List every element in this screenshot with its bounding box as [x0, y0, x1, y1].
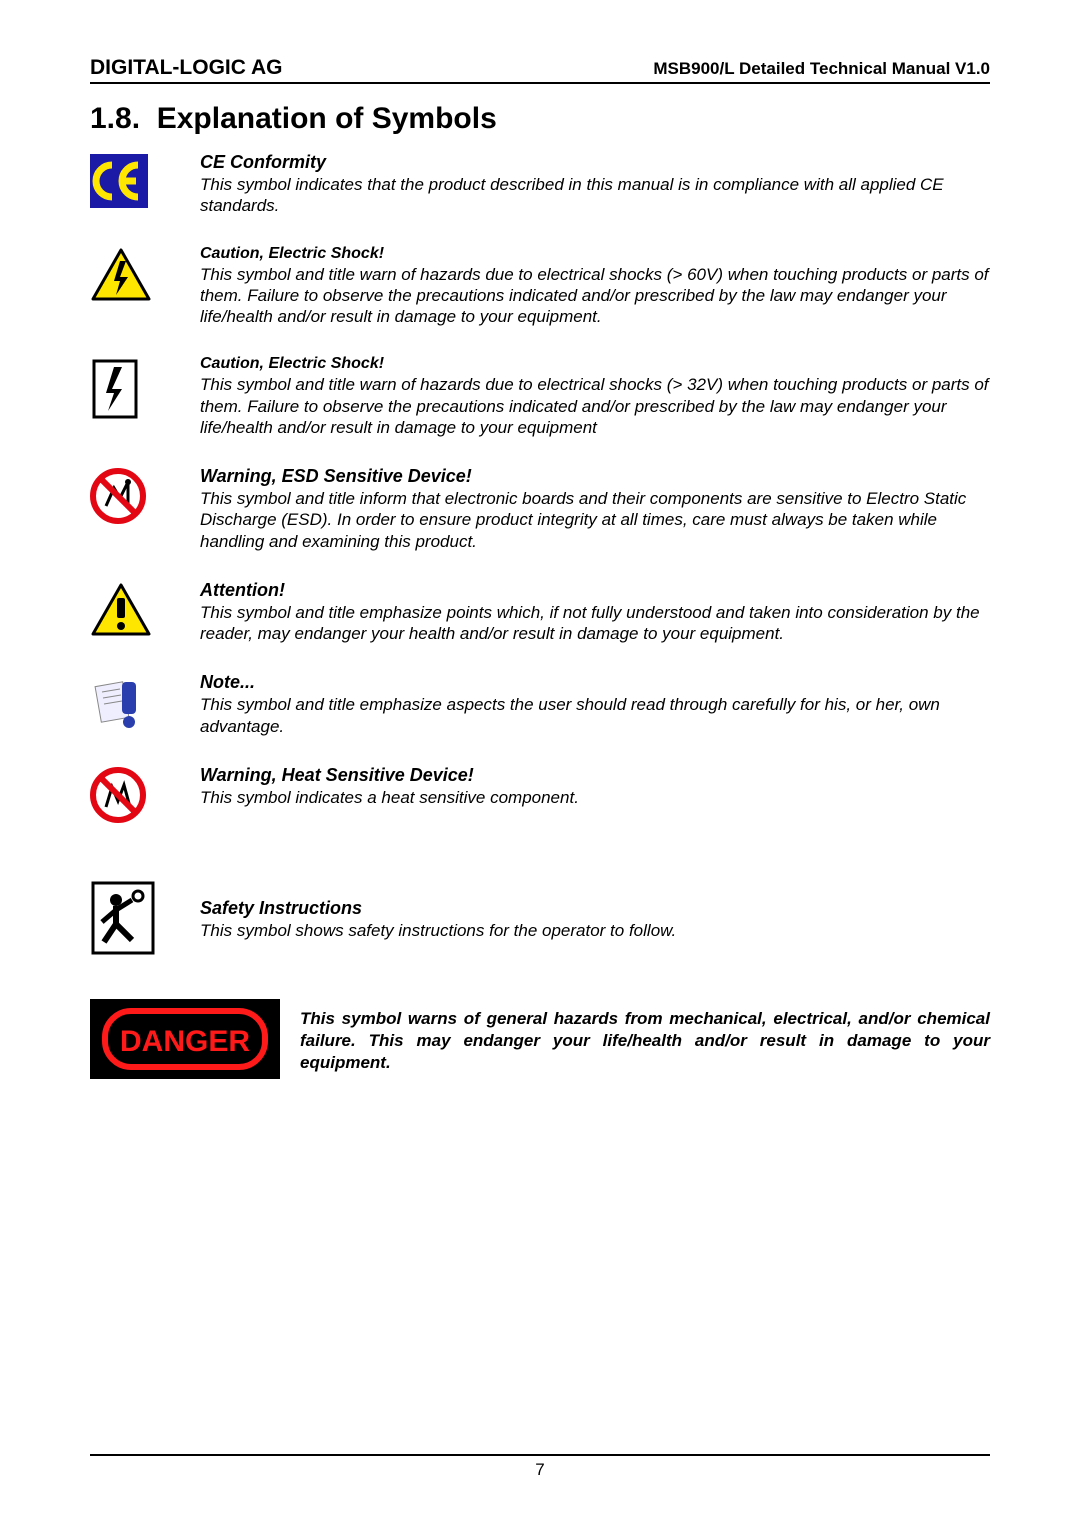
symbol-title: Note... — [200, 672, 990, 693]
note-icon — [90, 672, 200, 735]
header-doc-title: MSB900/L Detailed Technical Manual V1.0 — [653, 59, 990, 79]
symbol-body: This symbol shows safety instructions fo… — [200, 920, 990, 941]
symbol-block: Warning, ESD Sensitive Device!This symbo… — [90, 466, 990, 552]
attention-icon — [90, 580, 200, 643]
symbol-block: Note...This symbol and title emphasize a… — [90, 672, 990, 737]
symbol-body: This symbol and title inform that electr… — [200, 488, 990, 552]
symbol-body: This symbol and title warn of hazards du… — [200, 264, 990, 328]
symbols-list: CE ConformityThis symbol indicates that … — [90, 152, 990, 961]
symbol-title: CE Conformity — [200, 152, 990, 173]
page-number: 7 — [535, 1460, 544, 1479]
symbol-block: Caution, Electric Shock!This symbol and … — [90, 245, 990, 328]
symbol-block: CE ConformityThis symbol indicates that … — [90, 152, 990, 217]
symbol-title: Caution, Electric Shock! — [200, 245, 990, 263]
symbol-body: This symbol indicates a heat sensitive c… — [200, 787, 990, 808]
symbol-text: Safety InstructionsThis symbol shows saf… — [200, 898, 990, 941]
symbol-block: Safety InstructionsThis symbol shows saf… — [90, 878, 990, 961]
symbol-text: Attention!This symbol and title emphasiz… — [200, 580, 990, 645]
shock32-icon — [90, 355, 200, 426]
symbol-block: Warning, Heat Sensitive Device!This symb… — [90, 765, 990, 828]
ce-icon — [90, 152, 200, 213]
symbol-text: Caution, Electric Shock!This symbol and … — [200, 245, 990, 328]
symbol-title: Warning, Heat Sensitive Device! — [200, 765, 990, 786]
header-company: DIGITAL-LOGIC AG — [90, 56, 282, 80]
symbol-title: Safety Instructions — [200, 898, 990, 919]
symbol-text: Warning, ESD Sensitive Device!This symbo… — [200, 466, 990, 552]
symbol-text: Note...This symbol and title emphasize a… — [200, 672, 990, 737]
symbol-text: Warning, Heat Sensitive Device!This symb… — [200, 765, 990, 808]
symbol-body: This symbol and title warn of hazards du… — [200, 374, 990, 438]
danger-icon: DANGER — [90, 999, 280, 1084]
page-header: DIGITAL-LOGIC AG MSB900/L Detailed Techn… — [90, 56, 990, 84]
symbol-title: Warning, ESD Sensitive Device! — [200, 466, 990, 487]
symbol-title: Caution, Electric Shock! — [200, 355, 990, 373]
symbol-block: Caution, Electric Shock!This symbol and … — [90, 355, 990, 438]
esd-icon — [90, 466, 200, 529]
symbol-title: Attention! — [200, 580, 990, 601]
symbol-body: This symbol and title emphasize aspects … — [200, 694, 990, 737]
symbol-text: CE ConformityThis symbol indicates that … — [200, 152, 990, 217]
page-footer: 7 — [90, 1454, 990, 1480]
symbol-block: Attention!This symbol and title emphasiz… — [90, 580, 990, 645]
symbol-body: This symbol and title emphasize points w… — [200, 602, 990, 645]
symbol-text: Caution, Electric Shock!This symbol and … — [200, 355, 990, 438]
safety-icon — [90, 878, 200, 961]
heat-icon — [90, 765, 200, 828]
section-title: 1.8. Explanation of Symbols — [90, 102, 990, 136]
danger-text: This symbol warns of general hazards fro… — [300, 1008, 990, 1074]
symbol-body: This symbol indicates that the product d… — [200, 174, 990, 217]
svg-text:DANGER: DANGER — [120, 1025, 250, 1058]
shock60-icon — [90, 245, 200, 308]
danger-block: DANGER This symbol warns of general haza… — [90, 999, 990, 1084]
